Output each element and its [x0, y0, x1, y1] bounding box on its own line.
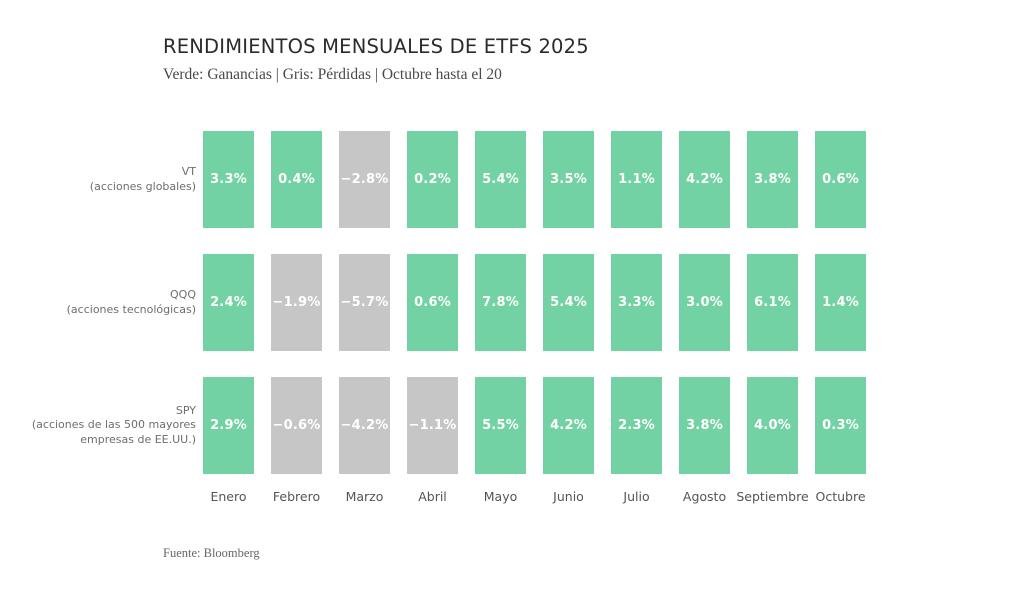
ticker-label: QQQ [170, 287, 196, 301]
heatmap-cell-qqq-mayo: 7.8% [475, 254, 526, 351]
heatmap-cell-qqq-enero: 2.4% [203, 254, 254, 351]
month-label-text: Octubre [815, 489, 866, 504]
heatmap-cell-spy-febrero: −0.6% [271, 377, 322, 474]
heatmap-cell-spy-agosto: 3.8% [679, 377, 730, 474]
cell-value: 7.8% [482, 295, 519, 310]
cell-value: 5.4% [482, 172, 519, 187]
heatmap-cell-spy-junio: 4.2% [543, 377, 594, 474]
month-label-text: Febrero [272, 489, 321, 504]
month-label-text: Mayo [483, 489, 518, 504]
month-axis: Enero Febrero Marzo Abril Mayo Junio Julio Agos… [203, 489, 866, 504]
cell-value: 3.5% [550, 172, 587, 187]
heatmap-cell-qqq-octubre: 1.4% [815, 254, 866, 351]
ticker-description: (acciones tecnológicas) [66, 302, 196, 316]
month-label: Abril [407, 489, 458, 504]
ticker-label: SPY [175, 403, 196, 417]
month-label-text: Marzo [345, 489, 384, 504]
cell-value: 2.4% [210, 295, 247, 310]
cell-value: 3.8% [754, 172, 791, 187]
heatmap-cell-spy-abril: −1.1% [407, 377, 458, 474]
heatmap-cell-vt-julio: 1.1% [611, 131, 662, 228]
heatmap-cell-vt-septiembre: 3.8% [747, 131, 798, 228]
month-label-text: Septiembre [736, 489, 809, 504]
ticker-description: (acciones globales) [89, 179, 196, 193]
heatmap-cell-spy-enero: 2.9% [203, 377, 254, 474]
month-label: Agosto [679, 489, 730, 504]
cell-value: 2.9% [210, 418, 247, 433]
month-label: Julio [611, 489, 662, 504]
heatmap-cell-vt-abril: 0.2% [407, 131, 458, 228]
chart-subtitle: Verde: Ganancias | Gris: Pérdidas | Octu… [163, 66, 502, 83]
heatmap-cell-spy-julio: 2.3% [611, 377, 662, 474]
month-label: Febrero [271, 489, 322, 504]
heatmap-cell-vt-febrero: 0.4% [271, 131, 322, 228]
heatmap-cell-qqq-julio: 3.3% [611, 254, 662, 351]
heatmap-cell-spy-mayo: 5.5% [475, 377, 526, 474]
month-label-text: Julio [623, 489, 650, 504]
cell-value: 0.6% [822, 172, 859, 187]
month-label-text: Agosto [682, 489, 727, 504]
cell-value: 4.2% [550, 418, 587, 433]
heatmap-cell-spy-marzo: −4.2% [339, 377, 390, 474]
cell-value: 6.1% [754, 295, 791, 310]
month-label-text: Junio [553, 489, 584, 504]
month-label: Septiembre [736, 489, 808, 504]
month-label: Marzo [339, 489, 390, 504]
cell-value: −2.8% [340, 172, 389, 187]
month-label-text: Enero [210, 489, 247, 504]
heatmap-cell-qqq-abril: 0.6% [407, 254, 458, 351]
cell-value: −1.1% [408, 418, 457, 433]
month-label: Enero [203, 489, 254, 504]
cell-value: 1.4% [822, 295, 859, 310]
ticker-description: (acciones de las 500 mayores empresas de… [31, 418, 196, 446]
heatmap-cell-vt-agosto: 4.2% [679, 131, 730, 228]
month-label: Mayo [475, 489, 526, 504]
row-label-spy: SPY (acciones de las 500 mayores empresas… [0, 377, 196, 474]
cell-value: 0.2% [414, 172, 451, 187]
cell-value: 1.1% [618, 172, 655, 187]
cell-value: 5.4% [550, 295, 587, 310]
heatmap-grid: 3.3% 0.4% −2.8% 0.2% 5.4% 3.5% 1.1% 4.2% 3.8% 0.6… [203, 131, 866, 474]
cell-value: 4.2% [686, 172, 723, 187]
row-labels-column: VT (acciones globales) QQQ (acciones tecnol… [0, 131, 196, 500]
cell-value: −1.9% [272, 295, 321, 310]
heatmap-cell-vt-mayo: 5.4% [475, 131, 526, 228]
row-label-qqq: QQQ (acciones tecnológicas) [0, 254, 196, 351]
cell-value: 0.6% [414, 295, 451, 310]
cell-value: −5.7% [340, 295, 389, 310]
heatmap-cell-qqq-agosto: 3.0% [679, 254, 730, 351]
cell-value: −0.6% [272, 418, 321, 433]
heatmap-cell-vt-junio: 3.5% [543, 131, 594, 228]
ticker-label: VT [181, 164, 196, 178]
heatmap-cell-spy-septiembre: 4.0% [747, 377, 798, 474]
cell-value: 3.0% [686, 295, 723, 310]
cell-value: 3.8% [686, 418, 723, 433]
cell-value: 3.3% [618, 295, 655, 310]
cell-value: −4.2% [340, 418, 389, 433]
chart-title: RENDIMIENTOS MENSUALES DE ETFS 2025 [163, 35, 589, 58]
heatmap-cell-qqq-junio: 5.4% [543, 254, 594, 351]
cell-value: 2.3% [618, 418, 655, 433]
cell-value: 0.4% [278, 172, 315, 187]
heatmap-cell-vt-marzo: −2.8% [339, 131, 390, 228]
cell-value: 0.3% [822, 418, 859, 433]
month-label: Octubre [815, 489, 866, 504]
chart-source: Fuente: Bloomberg [163, 546, 260, 560]
heatmap-cell-spy-octubre: 0.3% [815, 377, 866, 474]
row-label-vt: VT (acciones globales) [0, 131, 196, 228]
heatmap-cell-vt-octubre: 0.6% [815, 131, 866, 228]
heatmap-cell-qqq-febrero: −1.9% [271, 254, 322, 351]
cell-value: 5.5% [482, 418, 519, 433]
cell-value: 3.3% [210, 172, 247, 187]
heatmap-cell-qqq-marzo: −5.7% [339, 254, 390, 351]
month-label: Junio [543, 489, 594, 504]
heatmap-cell-qqq-septiembre: 6.1% [747, 254, 798, 351]
cell-value: 4.0% [754, 418, 791, 433]
month-label-text: Abril [418, 489, 447, 504]
heatmap-cell-vt-enero: 3.3% [203, 131, 254, 228]
